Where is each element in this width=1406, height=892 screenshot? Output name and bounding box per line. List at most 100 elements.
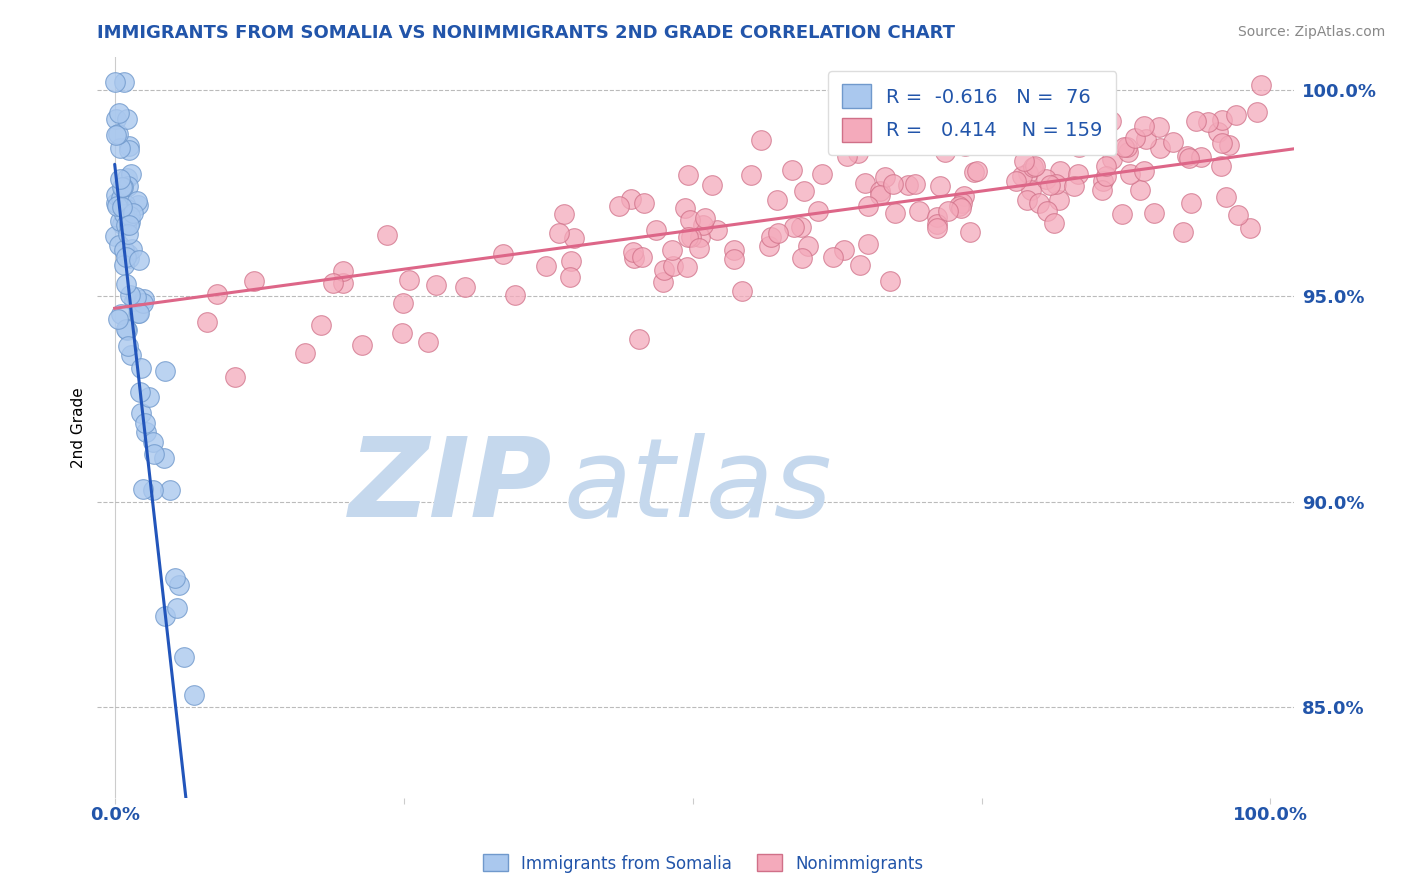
Point — [115, 218, 138, 232]
Point — [322, 276, 344, 290]
Point — [492, 247, 515, 261]
Point — [117, 179, 139, 194]
Point — [332, 276, 354, 290]
Point — [782, 163, 804, 178]
Point — [120, 209, 142, 223]
Point — [129, 384, 152, 399]
Point — [675, 260, 697, 275]
Point — [392, 296, 415, 310]
Point — [835, 148, 858, 162]
Point — [107, 311, 129, 326]
Point — [107, 127, 129, 141]
Text: ZIP: ZIP — [349, 434, 553, 541]
Point — [1226, 208, 1249, 222]
Point — [1123, 130, 1146, 145]
Point — [925, 211, 948, 225]
Point — [628, 332, 651, 346]
Point — [135, 425, 157, 439]
Point — [115, 202, 138, 216]
Point — [128, 252, 150, 267]
Point — [765, 193, 787, 207]
Point — [118, 143, 141, 157]
Point — [1119, 167, 1142, 181]
Point — [873, 170, 896, 185]
Point — [853, 176, 876, 190]
Text: 100.0%: 100.0% — [1233, 806, 1308, 824]
Point — [793, 184, 815, 198]
Point — [117, 339, 139, 353]
Point — [108, 105, 131, 120]
Point — [1133, 163, 1156, 178]
Point — [125, 194, 148, 209]
Point — [118, 139, 141, 153]
Point — [723, 243, 745, 257]
Point — [108, 237, 131, 252]
Point — [723, 252, 745, 267]
Point — [676, 169, 699, 183]
Point — [897, 178, 920, 192]
Point — [1057, 125, 1080, 139]
Point — [112, 207, 135, 221]
Point — [1115, 139, 1137, 153]
Point — [117, 247, 139, 261]
Point — [391, 326, 413, 341]
Point — [652, 275, 675, 289]
Point — [416, 334, 439, 349]
Point — [688, 242, 710, 256]
Point — [1129, 182, 1152, 196]
Point — [633, 196, 655, 211]
Point — [953, 139, 976, 153]
Point — [454, 280, 477, 294]
Point — [1094, 160, 1116, 174]
Point — [1019, 183, 1042, 197]
Point — [110, 307, 132, 321]
Point — [1211, 159, 1233, 173]
Point — [560, 254, 582, 268]
Point — [679, 229, 702, 244]
Point — [128, 306, 150, 320]
Point — [114, 250, 136, 264]
Point — [111, 179, 134, 194]
Point — [740, 169, 762, 183]
Point — [503, 288, 526, 302]
Point — [1184, 114, 1206, 128]
Point — [832, 243, 855, 257]
Point — [350, 338, 373, 352]
Point — [1039, 178, 1062, 192]
Point — [849, 259, 872, 273]
Point — [110, 172, 132, 186]
Point — [1215, 189, 1237, 203]
Point — [195, 315, 218, 329]
Point — [908, 204, 931, 219]
Point — [114, 196, 136, 211]
Point — [1149, 120, 1171, 134]
Point — [104, 128, 127, 143]
Point — [676, 230, 699, 244]
Point — [122, 205, 145, 219]
Point — [1112, 140, 1135, 154]
Point — [1101, 153, 1123, 167]
Point — [966, 164, 988, 178]
Point — [1091, 133, 1114, 147]
Point — [131, 406, 153, 420]
Point — [949, 202, 972, 216]
Point — [547, 227, 569, 241]
Point — [792, 251, 814, 265]
Point — [1111, 207, 1133, 221]
Text: IMMIGRANTS FROM SOMALIA VS NONIMMIGRANTS 2ND GRADE CORRELATION CHART: IMMIGRANTS FROM SOMALIA VS NONIMMIGRANTS… — [97, 24, 955, 42]
Point — [1035, 171, 1057, 186]
Point — [105, 112, 128, 126]
Point — [1239, 220, 1261, 235]
Point — [952, 189, 974, 203]
Point — [1017, 166, 1039, 180]
Point — [117, 112, 139, 126]
Point — [115, 171, 138, 186]
Point — [553, 207, 575, 221]
Point — [398, 273, 420, 287]
Point — [127, 305, 149, 319]
Point — [110, 191, 132, 205]
Point — [111, 179, 134, 194]
Point — [661, 259, 683, 273]
Point — [768, 226, 790, 240]
Point — [205, 286, 228, 301]
